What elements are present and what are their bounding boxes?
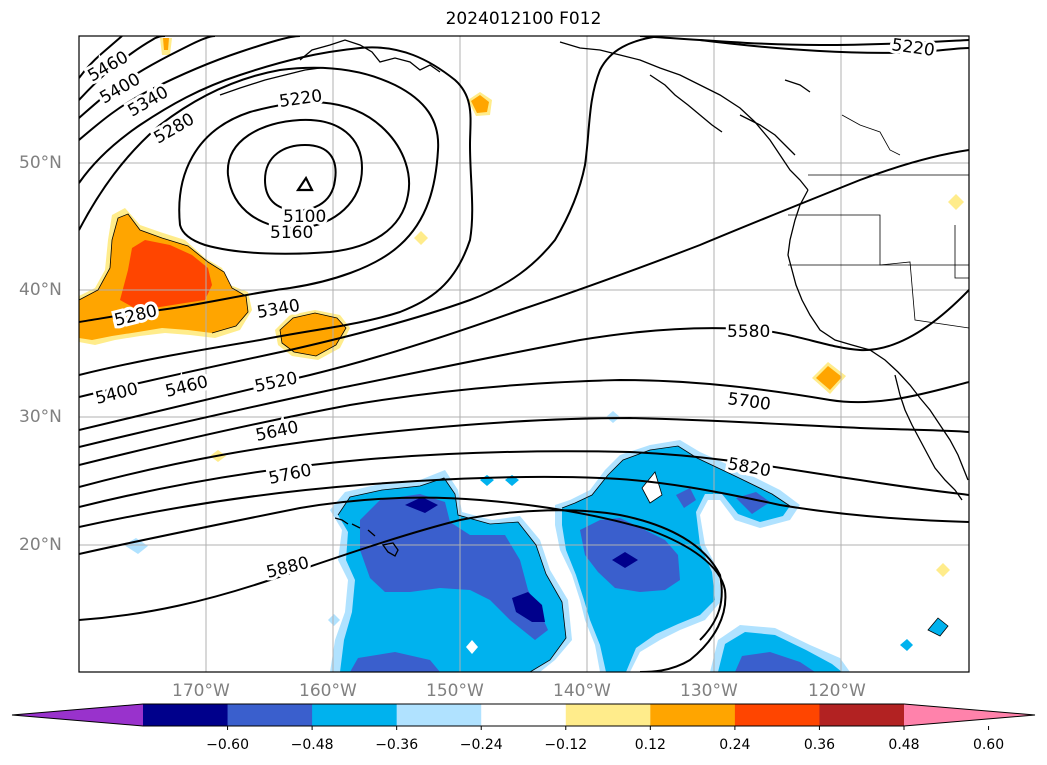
contour-label: 5100: [283, 207, 326, 227]
lat-label: 30°N: [19, 407, 62, 427]
colorbar-tick-label: 0.48: [888, 737, 920, 753]
lon-label: 160°W: [299, 681, 357, 701]
colorbar-tick-label: −0.24: [459, 737, 503, 753]
cool-shading: [124, 411, 948, 672]
colorbar-tick-label: 0.12: [634, 737, 666, 753]
plot-frame: [78, 35, 970, 673]
contour-label: 5160: [270, 223, 313, 243]
warm-shading: [79, 38, 964, 577]
map-title: 2024012100 F012: [445, 9, 602, 29]
colorbar-swatch: [227, 704, 313, 726]
lat-label: 20°N: [19, 535, 62, 555]
colorbar-extension-high: [904, 704, 1035, 726]
lat-label: 40°N: [19, 280, 62, 300]
graticule: [79, 36, 969, 672]
lon-label: 140°W: [553, 681, 611, 701]
height-contours: [79, 36, 969, 672]
colorbar-extension-low: [12, 704, 143, 726]
lon-label: 130°W: [680, 681, 738, 701]
colorbar-tick-label: −0.48: [290, 737, 334, 753]
colorbar-swatch: [650, 704, 736, 726]
colorbar-outline: [11, 703, 1036, 727]
colorbar-tick-label: 0.24: [719, 737, 751, 753]
colorbar-tick-label: 0.36: [803, 737, 836, 753]
colorbar-tick-label: −0.12: [544, 737, 588, 753]
colorbar-swatch: [565, 704, 651, 726]
lon-label: 120°W: [808, 681, 866, 701]
colorbar-tick-label: −0.36: [375, 737, 419, 753]
colorbar-swatch: [481, 704, 567, 726]
political-boundaries: [788, 114, 969, 329]
colorbar: [11, 703, 1036, 730]
colorbar-swatch: [734, 704, 820, 726]
lon-label: 150°W: [426, 681, 484, 701]
colorbar-swatch: [143, 704, 229, 726]
colorbar-swatch: [312, 704, 398, 726]
colorbar-tick-label: −0.60: [206, 737, 249, 753]
contour-label: 5580: [727, 322, 770, 342]
colorbar-swatch: [819, 704, 905, 726]
shading-outlines: [79, 213, 949, 672]
lat-label: 50°N: [19, 153, 62, 173]
colorbar-tick-label: 0.60: [972, 737, 1005, 753]
lon-label: 170°W: [172, 681, 230, 701]
colorbar-swatch: [396, 704, 482, 726]
